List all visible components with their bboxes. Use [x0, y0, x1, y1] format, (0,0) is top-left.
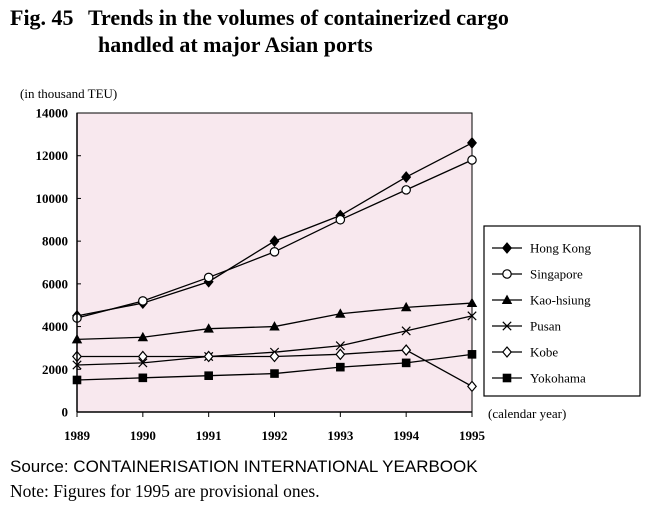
legend-label: Kobe [530, 345, 558, 360]
x-tick-label: 1994 [393, 428, 420, 443]
legend-marker [502, 242, 512, 254]
x-tick-label: 1992 [262, 428, 288, 443]
legend-marker [501, 294, 513, 304]
legend-label: Singapore [530, 267, 583, 282]
figure-title-text-1: Trends in the volumes of containerized c… [88, 5, 509, 30]
legend-marker [502, 346, 512, 358]
y-axis-unit-label: (in thousand TEU) [20, 86, 117, 101]
data-point [270, 369, 279, 378]
x-tick-label: 1990 [130, 428, 156, 443]
series-markers [71, 136, 478, 393]
data-point [467, 380, 477, 393]
legend-label: Kao-hsiung [530, 293, 591, 308]
legend-label: Yokohama [530, 371, 586, 386]
data-point [269, 321, 280, 331]
data-point [269, 350, 280, 363]
y-tick-label: 2000 [42, 362, 68, 377]
x-axis-ticks: 1989 1990 1991 1992 1993 1994 1995 [64, 412, 486, 443]
x-axis-unit-label: (calendar year) [488, 406, 566, 421]
y-tick-label: 6000 [42, 276, 68, 291]
x-tick-label: 1991 [196, 428, 222, 443]
legend-label: Hong Kong [530, 241, 592, 256]
y-tick-label: 8000 [42, 234, 68, 249]
data-point [335, 341, 345, 351]
data-point [401, 344, 412, 356]
data-point [467, 350, 477, 359]
line-chart: 0 2000 4000 6000 8000 10000 12000 14000 1989 199… [20, 86, 641, 443]
legend-marker [502, 373, 512, 383]
data-point [138, 296, 148, 306]
figure-title-line-2: handled at major Asian ports [98, 32, 373, 57]
data-point [335, 214, 346, 225]
data-point [401, 326, 411, 336]
data-point [400, 301, 412, 312]
data-point [269, 247, 280, 257]
source-note: Source: CONTAINERISATION INTERNATIONAL Y… [10, 457, 478, 476]
legend-marker [502, 269, 512, 279]
figure-title: Fig. 45 Trends in the volumes of containe… [10, 4, 640, 58]
plot-area [76, 112, 473, 413]
data-point [203, 272, 214, 283]
data-point [335, 348, 346, 361]
provisional-note: Note: Figures for 1995 are provisional o… [10, 481, 320, 501]
data-point [467, 311, 477, 321]
x-tick-label: 1993 [327, 428, 354, 443]
data-point [335, 308, 346, 318]
data-point [467, 155, 477, 165]
data-point [336, 362, 345, 372]
x-tick-label: 1995 [459, 428, 486, 443]
data-point [401, 171, 412, 184]
y-tick-label: 10000 [36, 191, 69, 206]
y-axis-ticks: 0 2000 4000 6000 8000 10000 12000 14000 [36, 106, 81, 420]
y-tick-label: 14000 [36, 106, 69, 121]
legend-label: Pusan [530, 319, 562, 334]
data-point [138, 373, 148, 383]
data-point [137, 350, 148, 363]
y-tick-label: 12000 [36, 148, 69, 163]
data-point [137, 331, 149, 342]
figure-title-line-1: Fig. 45 Trends in the volumes of containe… [10, 4, 640, 31]
data-point [401, 358, 411, 368]
data-point [203, 350, 214, 363]
data-point [401, 185, 411, 195]
data-point [467, 136, 477, 149]
legend-marker [502, 321, 512, 331]
legend-box [483, 225, 641, 397]
x-tick-label: 1989 [64, 428, 91, 443]
legend: Hong Kong Singapore Kao-hsiung Pusan Kobe Yok… [483, 225, 641, 397]
data-point [138, 358, 148, 368]
data-point [269, 235, 280, 248]
data-point [203, 323, 214, 333]
figure-number: Fig. 45 [10, 5, 74, 30]
y-tick-label: 4000 [42, 319, 68, 334]
data-point [204, 371, 213, 380]
y-tick-label: 0 [62, 405, 69, 420]
data-point [466, 297, 478, 308]
figure-footer: Source: CONTAINERISATION INTERNATIONAL Y… [10, 455, 640, 503]
